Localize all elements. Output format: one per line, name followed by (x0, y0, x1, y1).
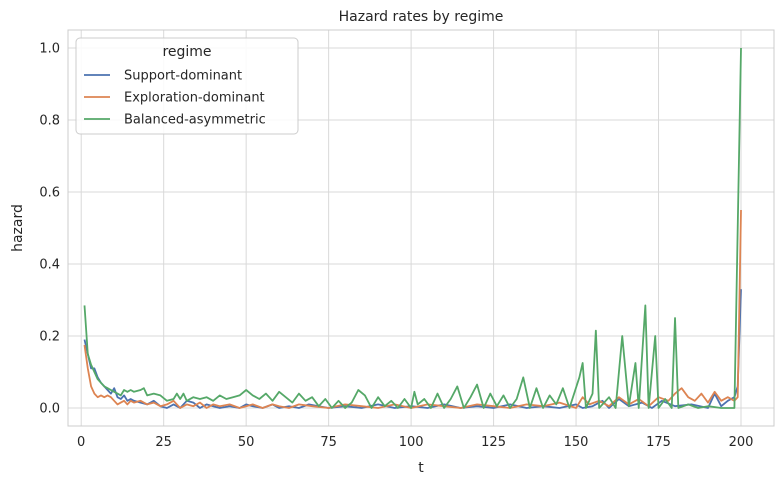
x-axis: 0 25 50 75 100 125 150 175 200 (77, 435, 753, 450)
x-tick-label: 175 (646, 435, 671, 450)
series-line-2 (83, 47, 742, 409)
plot-frame (67, 29, 775, 427)
legend-entry-label: Support-dominant (124, 69, 242, 84)
series-line-1 (83, 209, 742, 409)
legend-entry-label: Balanced-asymmetric (124, 113, 266, 128)
y-axis-label: hazard (10, 204, 26, 252)
x-tick-label: 200 (729, 435, 754, 450)
x-tick-label: 25 (155, 435, 172, 450)
x-tick-label: 125 (481, 435, 506, 450)
x-axis-label: t (418, 460, 424, 476)
legend-entry-label: Exploration-dominant (124, 91, 265, 106)
legend-box (75, 37, 299, 135)
series-lines (83, 47, 742, 409)
x-tick-label: 50 (238, 435, 255, 450)
x-tick-label: 0 (77, 435, 85, 450)
x-tick-label: 75 (320, 435, 337, 450)
legend: regime Support-dominant Exploration-domin… (75, 37, 299, 135)
y-tick-label: 0.8 (39, 114, 60, 129)
legend-title: regime (162, 44, 211, 60)
legend-entries: Support-dominant Exploration-dominant Bala… (84, 69, 266, 128)
y-tick-label: 0.0 (39, 402, 60, 417)
y-tick-label: 0.6 (39, 186, 60, 201)
x-tick-label: 150 (564, 435, 589, 450)
x-tick-label: 100 (399, 435, 424, 450)
y-tick-label: 1.0 (39, 42, 60, 57)
y-tick-label: 0.4 (39, 258, 60, 273)
y-axis: 0.0 0.2 0.4 0.6 0.8 1.0 (39, 42, 60, 417)
y-tick-label: 0.2 (39, 330, 60, 345)
chart-title: Hazard rates by regime (339, 9, 504, 25)
